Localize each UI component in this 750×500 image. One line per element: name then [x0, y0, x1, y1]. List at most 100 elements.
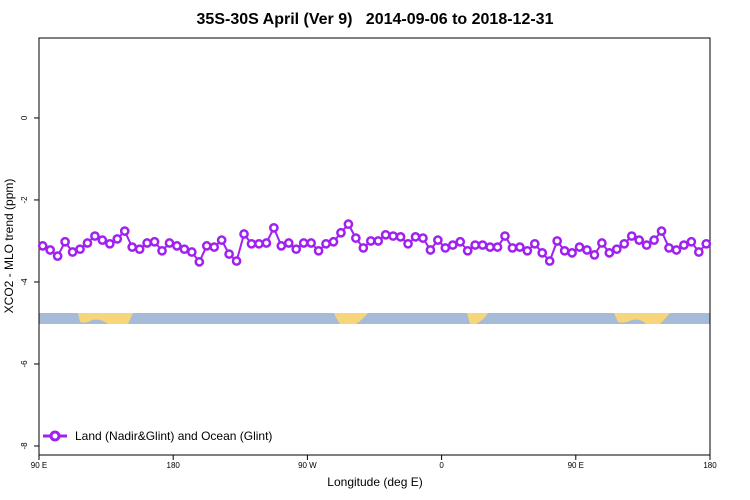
- data-point: [239, 229, 249, 239]
- land-patch: [467, 313, 488, 324]
- data-point: [291, 244, 302, 255]
- data-point: [500, 231, 510, 241]
- data-point: [313, 245, 324, 256]
- data-point: [515, 242, 525, 252]
- data-point: [224, 249, 234, 259]
- data-point: [209, 242, 220, 252]
- data-point: [433, 235, 443, 245]
- y-tick-label: -2: [20, 196, 29, 204]
- data-point: [67, 247, 78, 257]
- data-point: [82, 238, 93, 248]
- data-point: [194, 257, 205, 267]
- data-point: [567, 248, 577, 258]
- data-point: [172, 241, 182, 251]
- data-point: [693, 247, 704, 257]
- data-point: [470, 240, 480, 250]
- data-point: [351, 233, 361, 243]
- data-point: [97, 235, 108, 245]
- data-point: [634, 235, 645, 245]
- data-point: [649, 235, 659, 245]
- data-point: [492, 242, 503, 252]
- data-point: [507, 243, 518, 253]
- data-point: [283, 238, 294, 248]
- data-point: [537, 248, 548, 258]
- x-tick-label: 90 W: [298, 461, 317, 470]
- data-point: [179, 244, 190, 255]
- data-point: [485, 242, 495, 252]
- y-axis-title: XCO2 - MLO trend (ppm): [2, 179, 16, 314]
- data-point: [60, 236, 70, 247]
- x-tick-label: 180: [167, 461, 181, 470]
- data-point: [343, 219, 354, 230]
- data-point: [574, 242, 585, 252]
- data-point: [641, 240, 652, 250]
- data-point: [112, 234, 123, 244]
- data-point: [664, 243, 674, 253]
- data-point: [269, 222, 279, 233]
- data-point: [358, 243, 369, 253]
- data-point: [261, 238, 272, 248]
- data-point: [380, 229, 391, 240]
- data-point: [522, 245, 533, 256]
- data-point: [142, 238, 152, 248]
- y-tick-label: -6: [20, 360, 29, 368]
- data-point: [425, 245, 436, 255]
- data-point: [231, 256, 242, 266]
- data-point: [254, 238, 264, 249]
- data-point: [656, 226, 667, 236]
- data-point: [306, 238, 316, 248]
- data-point: [149, 236, 160, 247]
- data-point: [679, 240, 689, 250]
- x-tick-label: 180: [703, 461, 717, 470]
- data-point: [403, 238, 413, 249]
- data-point: [455, 236, 466, 247]
- land-patch: [614, 313, 670, 324]
- data-point: [365, 236, 376, 246]
- data-point: [447, 240, 458, 250]
- data-point: [75, 244, 85, 255]
- legend-label: Land (Nadir&Glint) and Ocean (Glint): [75, 429, 272, 443]
- data-point: [119, 226, 130, 236]
- data-point: [37, 241, 48, 251]
- data-point: [321, 238, 331, 249]
- data-point: [686, 236, 697, 247]
- land-patch: [78, 313, 133, 324]
- data-point: [127, 242, 138, 252]
- data-point: [388, 231, 398, 241]
- data-point: [373, 236, 384, 246]
- data-point: [626, 231, 637, 241]
- y-tick-label: 0: [20, 115, 29, 120]
- x-axis-title: Longitude (deg E): [327, 475, 422, 489]
- data-point: [440, 243, 451, 253]
- data-point: [298, 238, 309, 248]
- data-point: [589, 250, 600, 260]
- data-point: [104, 238, 115, 249]
- data-point: [336, 227, 346, 238]
- land-patch: [334, 313, 368, 324]
- x-tick-label: 90 E: [568, 461, 584, 470]
- data-point: [90, 231, 100, 241]
- data-point: [418, 233, 428, 243]
- map-strip: [39, 313, 710, 324]
- data-point: [529, 238, 540, 249]
- data-point: [201, 241, 212, 251]
- legend-marker: [49, 430, 61, 442]
- data-point: [552, 236, 563, 246]
- y-tick-label: -4: [20, 278, 29, 286]
- data-point: [157, 245, 167, 256]
- data-point: [52, 251, 63, 261]
- data-point: [410, 232, 421, 242]
- data-point: [276, 241, 287, 251]
- data-point: [671, 245, 682, 255]
- data-point: [395, 232, 406, 242]
- data-point: [544, 256, 555, 266]
- data-point: [559, 245, 570, 256]
- chart-title: 35S-30S April (Ver 9) 2014-09-06 to 2018…: [197, 11, 554, 28]
- data-point: [477, 240, 488, 250]
- data-point: [328, 236, 339, 247]
- data-point: [701, 238, 712, 249]
- y-tick-label: -8: [20, 442, 29, 450]
